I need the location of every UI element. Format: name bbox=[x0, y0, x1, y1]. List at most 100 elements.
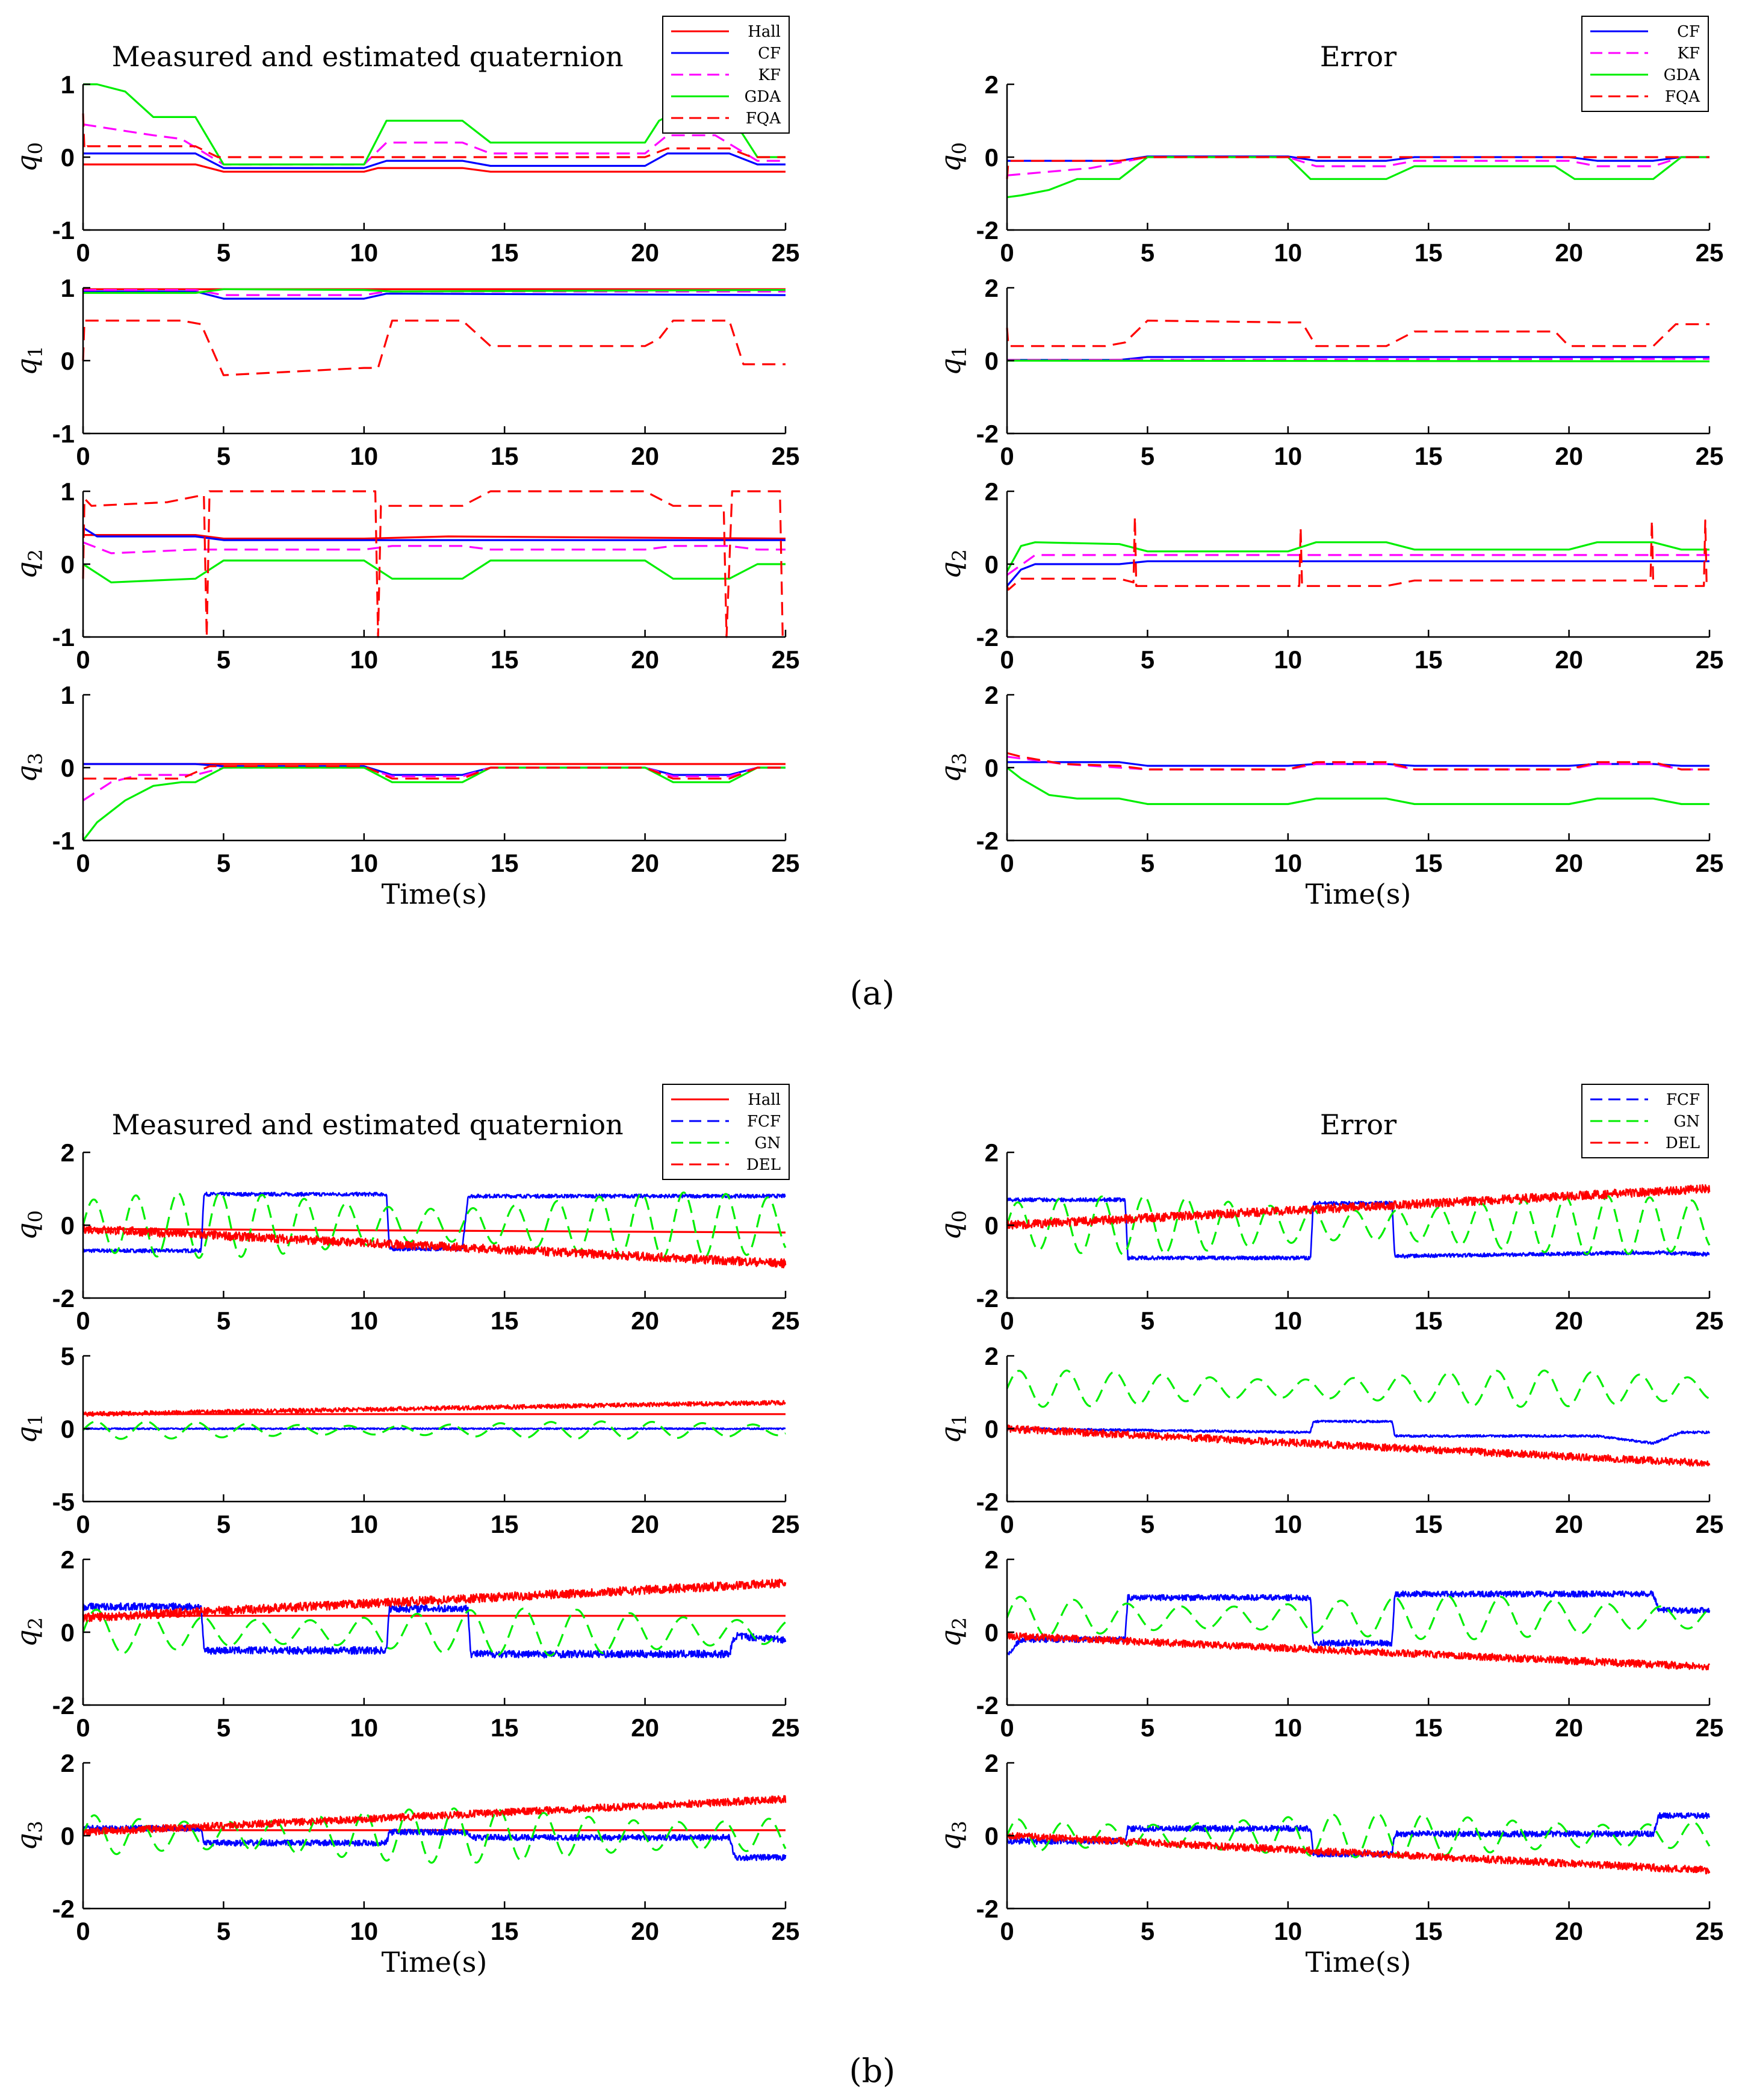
x-tick-label: 20 bbox=[631, 1917, 659, 1945]
legend-label-gn: GN bbox=[754, 1134, 781, 1152]
legend-label-hall: Hall bbox=[748, 23, 781, 41]
x-tick-label: 0 bbox=[76, 1713, 90, 1742]
legend-label-gn: GN bbox=[1673, 1113, 1700, 1131]
x-tick-label: 5 bbox=[217, 238, 231, 267]
plot-background bbox=[83, 695, 786, 840]
x-tick-label: 20 bbox=[1555, 849, 1583, 877]
y-tick-label: 0 bbox=[61, 347, 75, 375]
x-tick-label: 10 bbox=[350, 849, 378, 877]
chart-title: Error bbox=[1320, 1108, 1396, 1141]
x-tick-label: 20 bbox=[631, 1306, 659, 1335]
x-tick-label: 15 bbox=[1415, 1713, 1443, 1742]
series-line-fqa bbox=[1006, 156, 1709, 179]
x-tick-label: 0 bbox=[76, 1917, 90, 1945]
y-tick-label: -1 bbox=[52, 420, 75, 448]
legend-label-gda: GDA bbox=[745, 88, 782, 106]
series-line-fqa bbox=[83, 765, 786, 780]
x-tick-label: 15 bbox=[491, 849, 519, 877]
x-tick-label: 25 bbox=[1696, 1713, 1724, 1742]
x-axis-label: Time(s) bbox=[1306, 1946, 1412, 1978]
x-tick-label: 5 bbox=[1141, 442, 1155, 470]
x-tick-label: 15 bbox=[491, 645, 519, 674]
legend-label-cf: CF bbox=[758, 45, 781, 63]
y-tick-label: 1 bbox=[61, 477, 75, 506]
legend-label-fqa: FQA bbox=[1665, 88, 1700, 106]
x-tick-label: 25 bbox=[772, 645, 800, 674]
y-tick-label: 2 bbox=[61, 1139, 75, 1167]
series-line-gn bbox=[1006, 1594, 1710, 1641]
x-tick-label: 10 bbox=[1274, 1917, 1302, 1945]
series-line-cf bbox=[83, 763, 786, 776]
y-tick-label: -2 bbox=[976, 1284, 999, 1312]
plot-background bbox=[1007, 695, 1709, 840]
y-tick-label: 0 bbox=[61, 550, 75, 579]
x-tick-label: 15 bbox=[1415, 442, 1443, 470]
x-tick-label: 5 bbox=[1141, 1713, 1155, 1742]
y-tick-label: 2 bbox=[985, 681, 999, 709]
series-line-hall bbox=[83, 534, 786, 540]
series-line-fqa bbox=[1006, 515, 1709, 591]
x-tick-label: 20 bbox=[631, 645, 659, 674]
x-tick-label: 10 bbox=[350, 238, 378, 267]
x-tick-label: 0 bbox=[76, 1306, 90, 1335]
x-tick-label: 25 bbox=[1696, 1510, 1724, 1538]
series-line-del bbox=[82, 1795, 787, 1836]
x-tick-label: 25 bbox=[772, 442, 800, 470]
x-tick-label: 20 bbox=[1555, 1713, 1583, 1742]
x-tick-label: 20 bbox=[631, 1510, 659, 1538]
legend-label-gda: GDA bbox=[1664, 66, 1701, 84]
x-tick-label: 15 bbox=[491, 1306, 519, 1335]
x-tick-label: 25 bbox=[772, 238, 800, 267]
y-tick-label: 5 bbox=[61, 1342, 75, 1370]
x-tick-label: 0 bbox=[76, 1510, 90, 1538]
series-line-fcf bbox=[82, 1427, 786, 1431]
x-tick-label: 5 bbox=[217, 1713, 231, 1742]
x-tick-label: 5 bbox=[217, 1917, 231, 1945]
legend-label-fcf: FCF bbox=[747, 1113, 781, 1131]
x-tick-label: 15 bbox=[1415, 238, 1443, 267]
y-tick-label: -1 bbox=[52, 623, 75, 651]
series-line-gn bbox=[1006, 1195, 1711, 1255]
y-tick-label: 2 bbox=[985, 274, 999, 302]
plot-background bbox=[83, 491, 786, 637]
x-tick-label: 15 bbox=[491, 238, 519, 267]
y-axis-label: q1 bbox=[934, 346, 971, 376]
series-line-cf bbox=[82, 527, 786, 541]
y-tick-label: 0 bbox=[985, 754, 999, 782]
series-line-fqa bbox=[82, 490, 786, 638]
x-tick-label: 5 bbox=[1141, 849, 1155, 877]
series-line-fqa bbox=[82, 319, 786, 376]
y-tick-label: 2 bbox=[985, 70, 999, 99]
x-tick-label: 25 bbox=[1696, 442, 1724, 470]
y-axis-label: q2 bbox=[10, 1617, 47, 1647]
plot-background bbox=[83, 288, 786, 433]
series-line-cf bbox=[1006, 560, 1709, 587]
legend-label-del: DEL bbox=[746, 1156, 781, 1174]
y-tick-label: 0 bbox=[985, 1211, 999, 1240]
y-tick-label: 1 bbox=[61, 274, 75, 302]
y-tick-label: 0 bbox=[61, 754, 75, 782]
y-tick-label: 0 bbox=[985, 347, 999, 375]
x-tick-label: 10 bbox=[1274, 238, 1302, 267]
y-tick-label: 2 bbox=[985, 1545, 999, 1574]
series-line-fqa bbox=[1006, 319, 1709, 347]
y-tick-label: 2 bbox=[61, 1545, 75, 1574]
series-line-kf bbox=[1006, 358, 1710, 361]
x-tick-label: 20 bbox=[1555, 1306, 1583, 1335]
series-line-hall bbox=[83, 163, 786, 173]
series-line-kf bbox=[82, 541, 786, 555]
y-tick-label: -2 bbox=[976, 1691, 999, 1719]
y-tick-label: -2 bbox=[976, 827, 999, 855]
series-line-kf bbox=[82, 123, 786, 166]
series-line-fcf bbox=[1006, 1419, 1711, 1445]
